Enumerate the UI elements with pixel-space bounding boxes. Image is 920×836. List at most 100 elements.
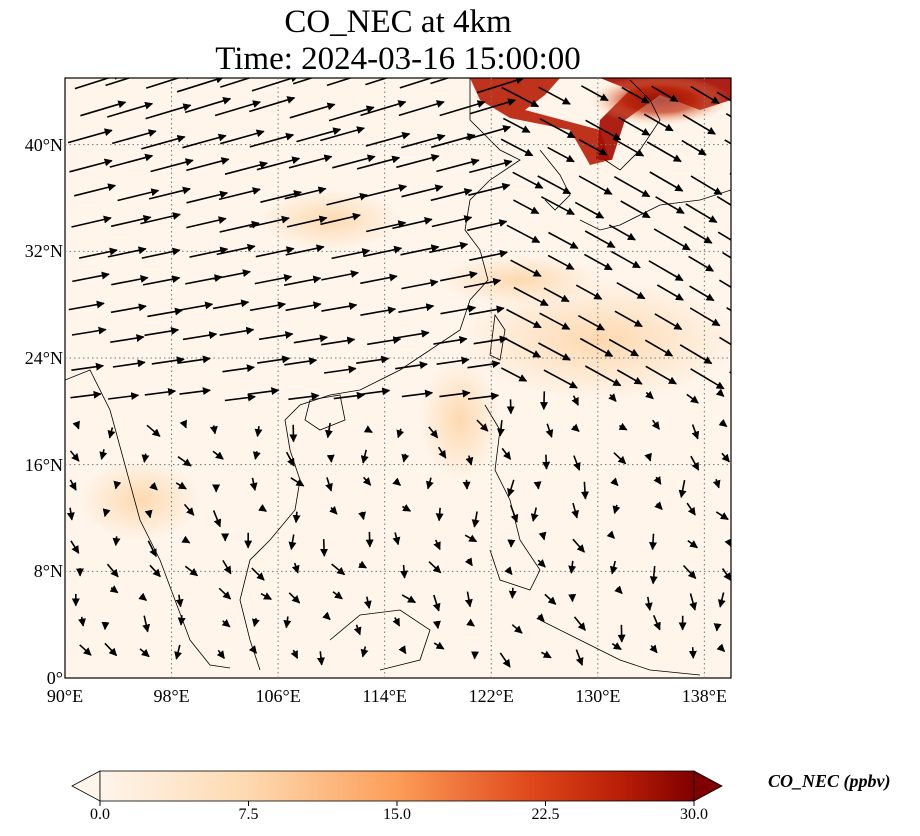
wind-arrow [544, 593, 557, 605]
wind-arrow [548, 231, 579, 250]
wind-arrow [219, 220, 260, 233]
wind-arrow [67, 128, 113, 144]
wind-arrow [251, 567, 265, 581]
wind-arrow [682, 114, 716, 135]
wind-arrow [616, 369, 643, 385]
wind-arrow [608, 338, 639, 357]
y-tick-label: 32°N [24, 241, 63, 262]
wind-arrow [112, 359, 146, 368]
wind-arrow [468, 182, 511, 196]
y-tick-label: 8°N [33, 561, 63, 582]
wind-arrow [360, 100, 407, 117]
wind-arrow [543, 287, 570, 303]
wind-arrow [687, 539, 698, 549]
wind-arrow [395, 329, 430, 339]
wind-arrow [80, 100, 127, 117]
wind-arrow [430, 188, 473, 202]
wind-arrow [721, 568, 731, 581]
wind-arrow [682, 564, 697, 579]
wind-arrow [149, 564, 161, 578]
co-patch [460, 280, 731, 400]
wind-arrow [718, 279, 731, 289]
wind-arrow [102, 508, 111, 518]
co-patch [80, 460, 200, 540]
wind-arrow [212, 510, 222, 528]
wind-arrow [110, 334, 145, 343]
wind-arrow [502, 117, 531, 134]
wind-arrow [326, 454, 335, 463]
wind-arrow [649, 533, 658, 551]
wind-arrow [108, 392, 140, 401]
y-tick-label: 24°N [24, 348, 63, 368]
wind-arrow [113, 480, 122, 490]
wind-arrow [72, 420, 80, 430]
wind-arrow [150, 158, 194, 173]
wind-arrow [646, 141, 682, 163]
wind-arrow [224, 393, 256, 402]
wind-arrow [611, 642, 622, 651]
wind-arrow [575, 649, 584, 666]
wind-arrow [613, 452, 627, 465]
co-patch [260, 190, 400, 250]
wind-arrow [578, 175, 613, 195]
wind-arrow [184, 96, 232, 114]
wind-arrow [465, 455, 474, 466]
wind-arrow [473, 335, 508, 345]
colorbar-tick-label: 0.0 [90, 806, 110, 823]
wind-arrow [690, 455, 700, 471]
wind-arrow [654, 313, 683, 331]
wind-arrow [290, 649, 299, 660]
wind-arrow [513, 286, 549, 307]
wind-arrow [331, 248, 371, 260]
wind-arrow [332, 154, 376, 169]
wind-arrow [360, 273, 398, 285]
wind-arrow [79, 644, 92, 656]
wind-arrow [716, 643, 726, 652]
wind-arrow [611, 250, 641, 269]
colorbar-label: CO_NEC (ppbv) [768, 771, 891, 791]
wind-arrow [258, 331, 294, 341]
wind-arrow [177, 355, 211, 364]
wind-arrow [575, 284, 603, 300]
wind-arrow [476, 78, 525, 94]
wind-arrow [466, 125, 512, 141]
wind-arrow [538, 86, 571, 105]
wind-arrow [717, 592, 726, 608]
wind-arrow [679, 344, 713, 365]
wind-arrow [500, 367, 528, 382]
wind-arrow [608, 224, 636, 241]
wind-arrow [614, 585, 623, 595]
wind-arrow [360, 449, 369, 464]
wind-arrow [400, 133, 446, 149]
wind-arrow [74, 78, 122, 90]
wind-arrow [542, 454, 551, 470]
wind-arrow [620, 200, 651, 219]
wind-arrow [433, 335, 468, 345]
wind-arrow [430, 78, 451, 85]
wind-arrow [471, 511, 480, 528]
wind-arrow [249, 132, 295, 148]
wind-arrow [539, 312, 571, 330]
wind-arrow [71, 362, 104, 371]
wind-arrow [538, 342, 571, 361]
wind-arrow [186, 216, 227, 229]
wind-arrow [681, 139, 707, 156]
wind-arrow [147, 540, 157, 558]
wind-arrow [255, 246, 295, 258]
wind-arrow [144, 387, 177, 396]
wind-arrow [530, 507, 539, 522]
wind-arrow [683, 225, 713, 244]
wind-arrow [144, 509, 153, 519]
wind-arrow [643, 113, 674, 132]
wind-arrow [292, 78, 314, 85]
wind-arrow [689, 307, 721, 327]
wind-arrow [254, 425, 263, 438]
wind-arrow [249, 96, 296, 113]
wind-arrow [466, 618, 475, 627]
wind-arrow [142, 615, 151, 633]
wind-arrow [358, 560, 367, 569]
wind-arrow [501, 86, 540, 108]
wind-arrow [500, 138, 534, 157]
wind-arrow [184, 565, 199, 577]
